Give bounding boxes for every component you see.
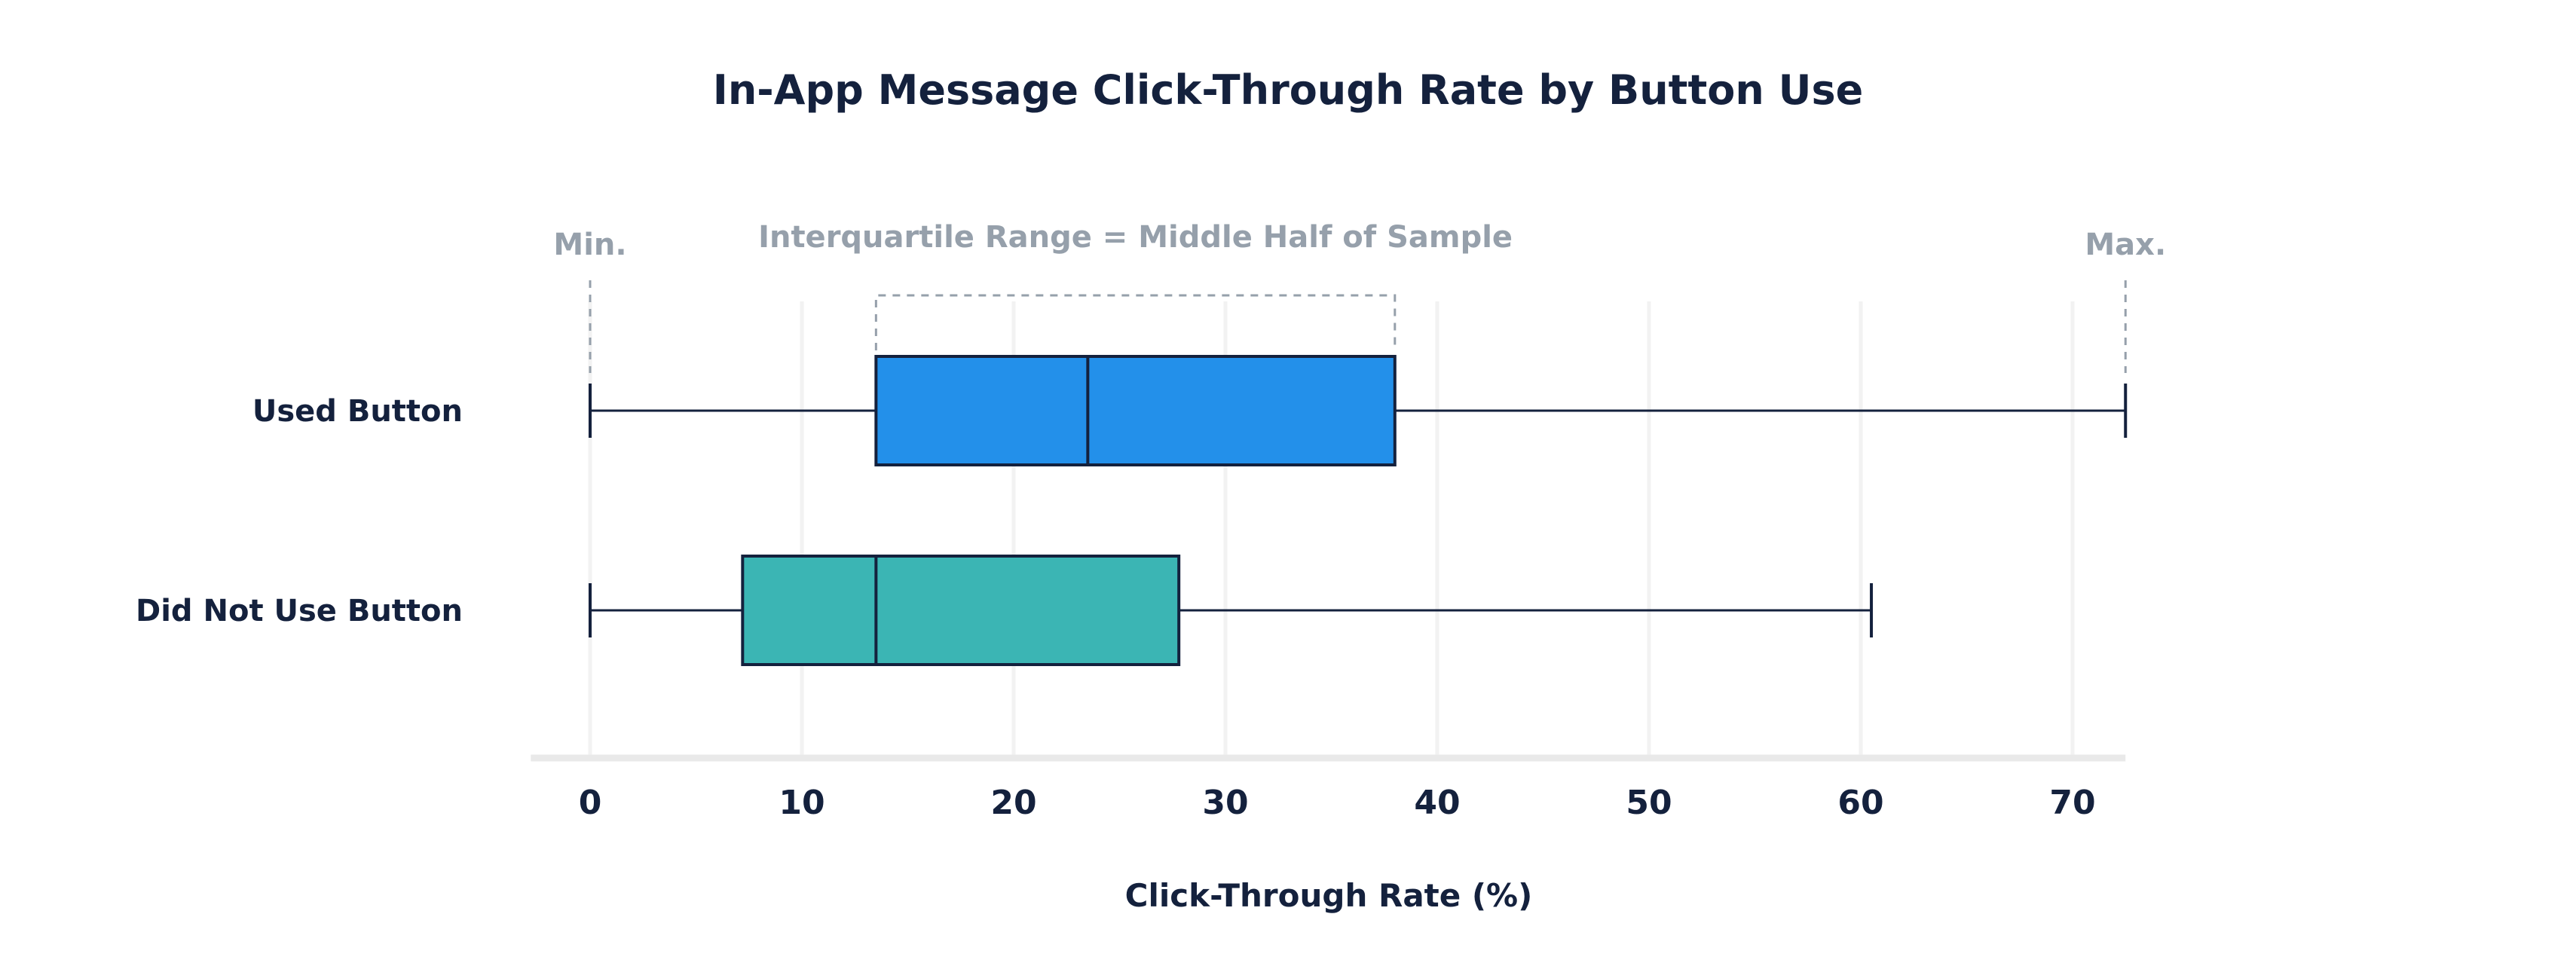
- max-annotation-label: Max.: [2085, 228, 2166, 262]
- chart-title: In-App Message Click-Through Rate by But…: [713, 66, 1864, 114]
- annotations: Min. Max. Interquartile Range = Middle Hal…: [553, 220, 2166, 373]
- box-did-not-use-button: [589, 555, 1874, 666]
- iqr-box-used-button: [874, 355, 1397, 466]
- iqr-box-did-not-use-button: [741, 555, 1181, 666]
- x-axis-title: Click-Through Rate (%): [1125, 877, 1533, 914]
- category-label-did-not-use-button: Did Not Use Button: [136, 594, 463, 628]
- box-used-button: [589, 355, 2128, 466]
- x-tick-label-10: 10: [779, 784, 825, 822]
- x-tick-label-50: 50: [1626, 784, 1672, 822]
- x-tick-label-40: 40: [1414, 784, 1460, 822]
- x-tick-label-70: 70: [2049, 784, 2095, 822]
- box-plots: Used Button Did Not Use Button: [136, 355, 2128, 666]
- x-tick-label-60: 60: [1837, 784, 1883, 822]
- iqr-bracket: [874, 294, 1397, 350]
- x-tick-label-20: 20: [990, 784, 1036, 822]
- x-tick-label-30: 30: [1202, 784, 1248, 822]
- min-annotation-label: Min.: [553, 228, 626, 262]
- x-tick-label-0: 0: [579, 784, 602, 822]
- x-axis: 0 10 20 30 40 50 60 70: [531, 754, 2126, 822]
- category-label-used-button: Used Button: [252, 394, 463, 429]
- iqr-annotation-label: Interquartile Range = Middle Half of Sam…: [758, 220, 1513, 255]
